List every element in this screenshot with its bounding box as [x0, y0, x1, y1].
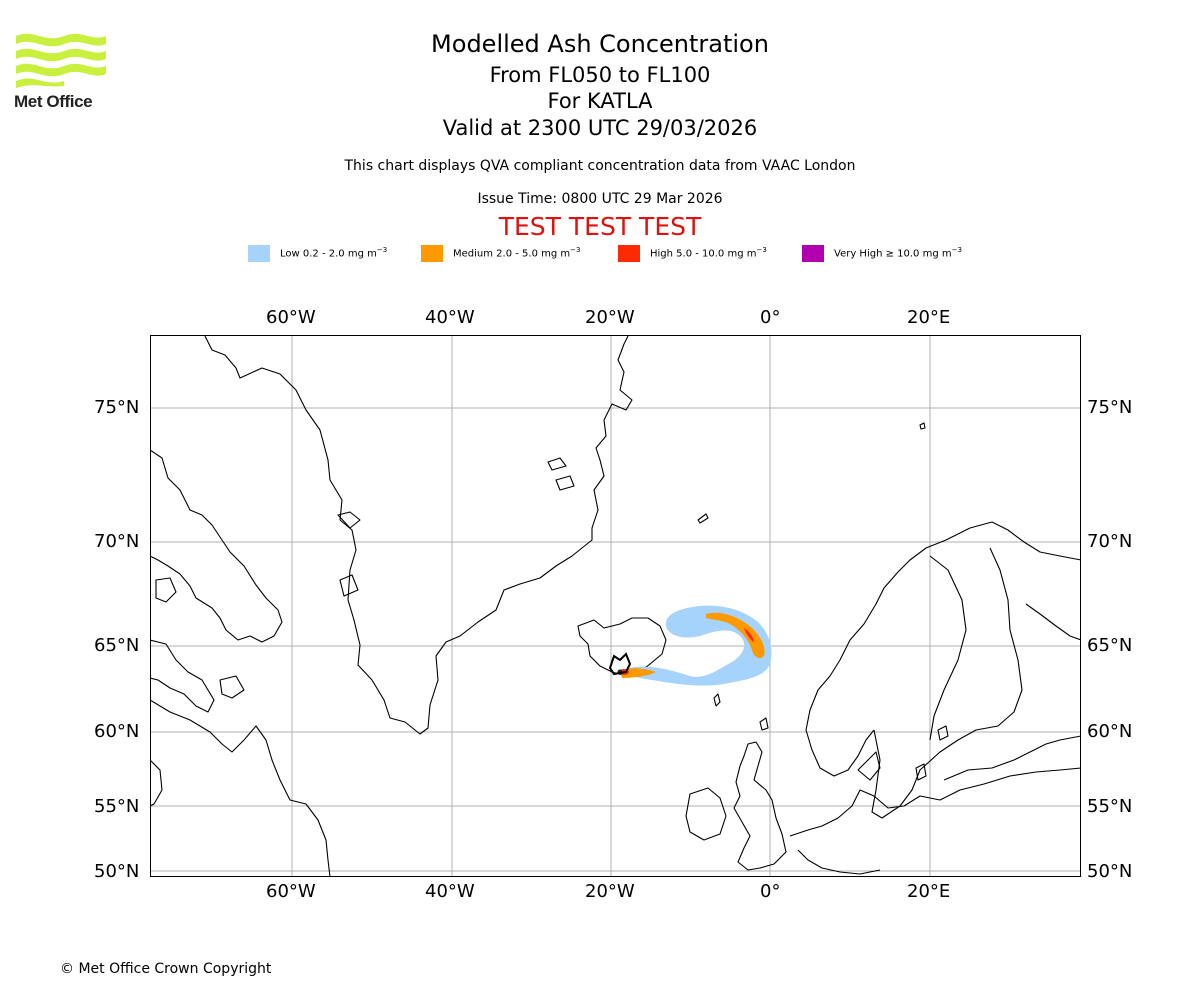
norway-coast [809, 521, 1081, 711]
description: This chart displays QVA compliant concen… [344, 158, 856, 174]
legend-swatch-high [618, 245, 640, 262]
ireland-coast [685, 787, 727, 841]
met-office-wave-icon [16, 33, 106, 88]
issue-time: Issue Time: 0800 UTC 29 Mar 2026 [477, 191, 723, 207]
legend-swatch-very-high [802, 245, 824, 262]
ash-medium-source [620, 668, 656, 678]
valid-time: Valid at 2300 UTC 29/03/2026 [442, 116, 758, 140]
map-frame [150, 335, 1081, 877]
lat-tick-right: 75°N [1087, 397, 1133, 418]
lat-tick-right: 55°N [1087, 796, 1133, 817]
ash-plume [617, 605, 772, 686]
baffin-coast [150, 449, 283, 643]
lon-tick-top: 60°W [266, 307, 316, 328]
volcano-name: For KATLA [547, 89, 653, 113]
lat-tick-left: 60°N [94, 721, 140, 742]
lon-tick-top: 20°E [907, 307, 951, 328]
gridlines [150, 335, 1081, 877]
lon-tick-bottom: 0° [760, 881, 781, 902]
lon-tick-bottom: 60°W [266, 881, 316, 902]
lat-tick-left: 65°N [94, 635, 140, 656]
legend-swatch-medium [421, 245, 443, 262]
legend-label-high: High 5.0 - 10.0 mg m−3 [650, 246, 767, 260]
lon-tick-bottom: 20°W [585, 881, 635, 902]
ash-high [744, 628, 754, 642]
lat-tick-right: 60°N [1087, 721, 1133, 742]
lon-tick-bottom: 40°W [425, 881, 475, 902]
lat-tick-right: 70°N [1087, 531, 1133, 552]
legend-label-low: Low 0.2 - 2.0 mg m−3 [280, 246, 388, 260]
labrador-coast [150, 699, 331, 877]
legend-label-medium: Medium 2.0 - 5.0 mg m−3 [453, 246, 581, 260]
test-banner: TEST TEST TEST [498, 212, 702, 241]
lat-tick-right: 50°N [1087, 861, 1133, 882]
sweden-finland [871, 547, 1023, 819]
lat-tick-left: 50°N [94, 861, 140, 882]
lat-tick-right: 65°N [1087, 635, 1133, 656]
lon-tick-top: 40°W [425, 307, 475, 328]
copyright: © Met Office Crown Copyright [60, 961, 272, 977]
uk-coast [733, 741, 787, 871]
ash-medium [706, 612, 765, 658]
legend-label-very-high: Very High ≥ 10.0 mg m−3 [834, 246, 962, 260]
met-office-wordmark: Met Office [14, 92, 93, 111]
lat-tick-left: 70°N [94, 531, 140, 552]
greenland-coast [204, 335, 633, 735]
legend-swatch-low [248, 245, 270, 262]
chart-title: Modelled Ash Concentration [431, 30, 769, 58]
lon-tick-bottom: 20°E [907, 881, 951, 902]
coastlines [150, 335, 1081, 877]
lon-tick-top: 20°W [585, 307, 635, 328]
lat-tick-left: 75°N [94, 397, 140, 418]
iceland-coast [577, 617, 667, 677]
lat-tick-left: 55°N [94, 796, 140, 817]
source-region [608, 652, 632, 676]
ash-map[interactable] [150, 335, 1081, 877]
europe-coast [789, 767, 1081, 837]
flight-levels: From FL050 to FL100 [489, 63, 711, 87]
met-office-logo: Met Office [14, 30, 109, 112]
lon-tick-top: 0° [760, 307, 781, 328]
